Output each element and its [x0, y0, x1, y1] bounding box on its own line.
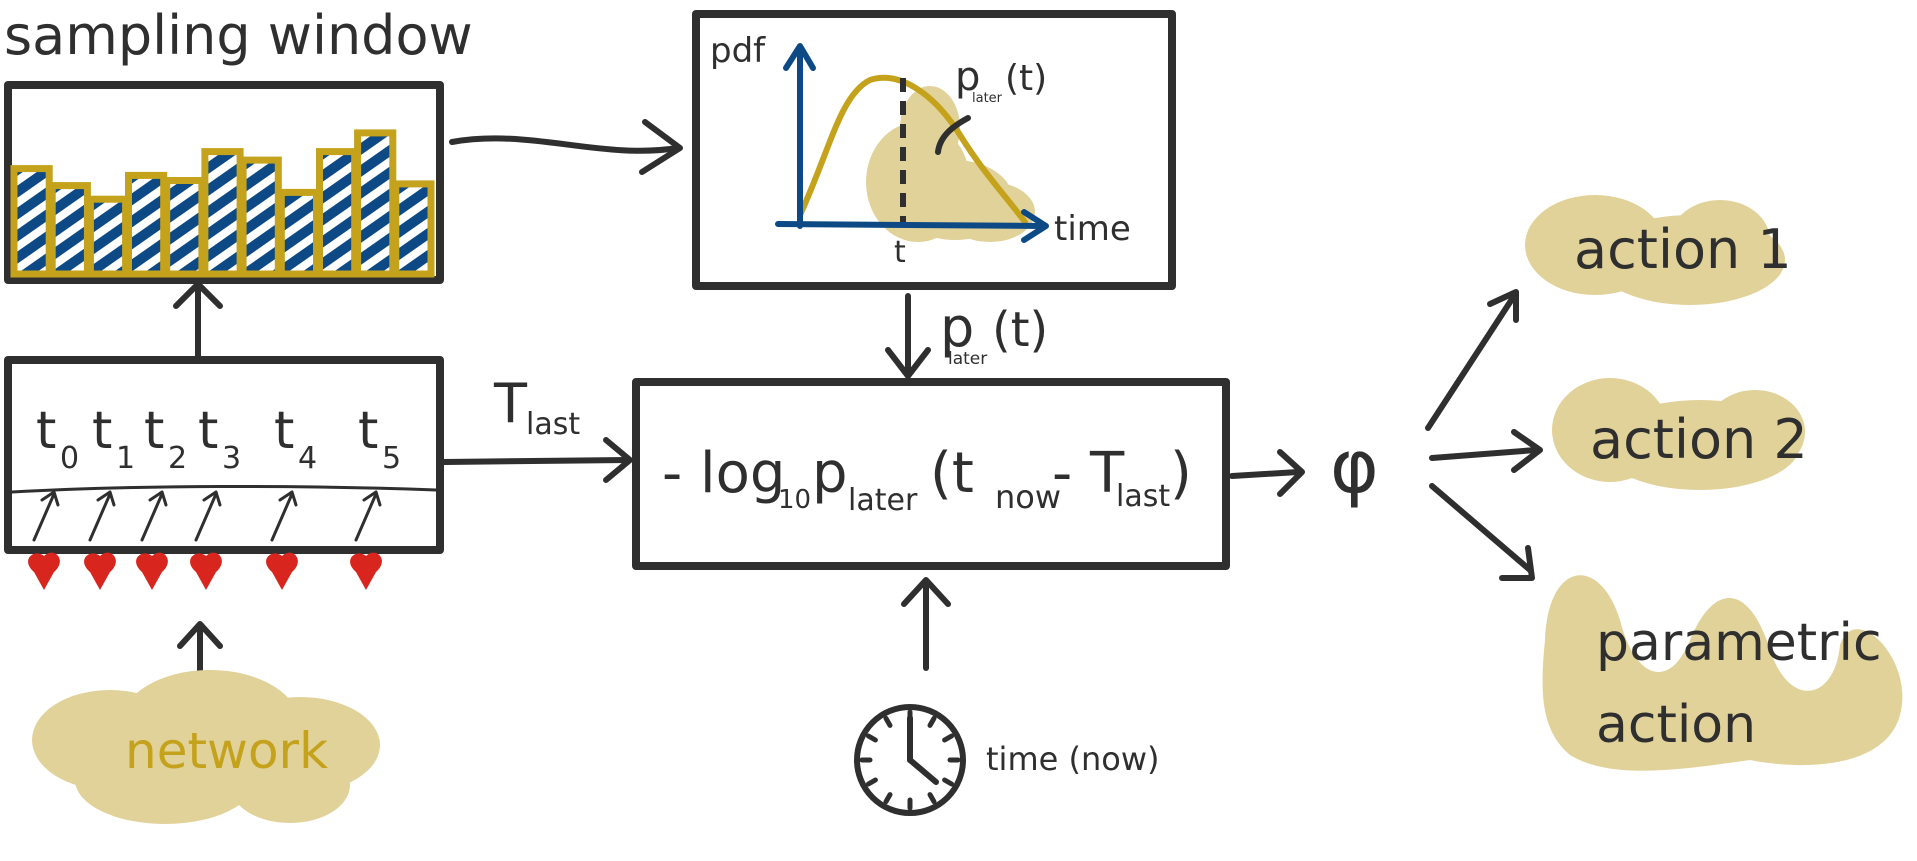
pdf-shaded-area — [866, 86, 1035, 242]
event-arrow — [32, 490, 60, 542]
clock-label: time (now) — [986, 740, 1159, 778]
pdf-x-axis — [775, 221, 1045, 229]
event-label: t — [36, 401, 56, 461]
formula-now-sub: now — [995, 478, 1061, 516]
arrowhead-clock-to-formula — [901, 577, 951, 607]
heart-icon — [84, 552, 116, 590]
histogram-bar — [10, 165, 53, 278]
arrowhead-network-to-events — [177, 621, 223, 649]
heart-icon — [190, 552, 222, 590]
arrowhead-sampling-to-pdf — [639, 119, 683, 175]
event-label: t — [92, 401, 112, 461]
formula-p: p — [812, 441, 848, 506]
pdf-t-tick-label: t — [894, 235, 906, 270]
formula-minus-T: - T — [1052, 441, 1125, 506]
event-label: t — [144, 401, 164, 461]
pdf-y-axis-label: pdf — [710, 31, 766, 71]
histogram-bars — [10, 129, 435, 278]
event-label-sub: 4 — [298, 441, 317, 476]
network-cloud — [32, 670, 380, 824]
action-2-label: action 2 — [1590, 408, 1808, 471]
event-arrow — [194, 490, 222, 542]
formula-open: (t — [930, 441, 974, 506]
phi-symbol: φ — [1330, 424, 1379, 510]
arrow-events-to-formula — [441, 457, 631, 465]
pdf-label-leader — [935, 115, 971, 155]
arrow-phi-to-action2 — [1429, 447, 1539, 461]
sampling-window-title: sampling window — [4, 4, 473, 67]
heart-icon — [28, 552, 60, 590]
event-arrow — [270, 490, 298, 542]
histogram-bar — [239, 156, 282, 278]
formula-p-sub: later — [848, 483, 918, 518]
pdf-x-axis-label: time — [1054, 209, 1131, 249]
heart-icon — [136, 552, 168, 590]
formula-box — [632, 378, 1230, 570]
heart-icon — [266, 552, 298, 590]
event-timeline — [10, 484, 438, 494]
histogram-bar — [163, 177, 206, 278]
event-hearts — [28, 552, 382, 590]
event-label-sub: 3 — [222, 441, 241, 476]
arrowhead-phi-to-action3 — [1499, 545, 1535, 581]
arrow-sampling-to-pdf — [449, 135, 681, 154]
histogram-bar — [354, 129, 397, 278]
arrow-formula-to-phi — [1229, 469, 1301, 479]
heart-icon — [350, 552, 382, 590]
pdf-curve — [797, 74, 1028, 225]
arrow-phi-to-action1 — [1425, 293, 1517, 431]
arrow-phi-to-action3 — [1429, 483, 1533, 573]
plater-arrow-label: p — [940, 296, 974, 359]
formula-minus-log: - log — [662, 441, 785, 506]
formula-log-sub: 10 — [778, 485, 811, 515]
pdf-x-axis-arrowhead — [1021, 209, 1049, 243]
event-arrow — [354, 490, 382, 542]
tlast-sub: last — [526, 407, 580, 442]
plater-arrow-sub: later — [948, 349, 987, 369]
event-label: t — [358, 401, 378, 461]
arrowhead-phi-to-action2 — [1511, 429, 1543, 473]
pdf-curve-label-arg: (t) — [1005, 58, 1047, 99]
action-1-cloud — [1525, 195, 1785, 305]
histogram-bar — [48, 182, 91, 278]
arrowhead-events-to-formula — [603, 437, 633, 483]
event-arrows — [32, 490, 382, 542]
action-1-label: action 1 — [1574, 218, 1792, 281]
histogram-bar — [392, 180, 435, 278]
formula-close: ) — [1170, 441, 1192, 506]
plater-arrow-arg: (t) — [992, 302, 1048, 358]
histogram-bar — [201, 148, 244, 278]
parametric-action-label-2: action — [1596, 695, 1756, 755]
arrowhead-events-to-sampling — [173, 281, 223, 309]
event-label-sub: 0 — [60, 441, 79, 476]
parametric-action-label-1: parametric — [1596, 613, 1882, 673]
network-label: network — [125, 722, 328, 780]
formula-last-sub: last — [1116, 479, 1170, 514]
pdf-curve-label: p — [955, 54, 980, 100]
clock-icon — [854, 704, 966, 816]
tlast-label: T — [493, 372, 528, 435]
arrowhead-formula-to-phi — [1277, 449, 1305, 497]
event-arrow — [88, 490, 116, 542]
arrowhead-pdf-to-formula — [885, 347, 931, 379]
event-label: t — [198, 401, 218, 461]
event-label: t — [274, 401, 294, 461]
histogram-bar — [277, 188, 320, 278]
pdf-curve-label-sub: later — [972, 91, 1003, 106]
event-label-sub: 1 — [116, 441, 135, 476]
histogram-bar — [86, 195, 130, 278]
action-2-cloud — [1552, 378, 1805, 490]
histogram-bar — [316, 148, 359, 278]
event-box — [4, 356, 444, 554]
event-arrow — [140, 490, 168, 542]
event-label-sub: 5 — [382, 441, 401, 476]
event-label-sub: 2 — [168, 441, 187, 476]
parametric-action-cloud — [1542, 575, 1903, 771]
arrowhead-phi-to-action1 — [1487, 289, 1519, 323]
histogram-bar — [125, 171, 168, 278]
pdf-y-axis-arrowhead — [783, 43, 816, 71]
